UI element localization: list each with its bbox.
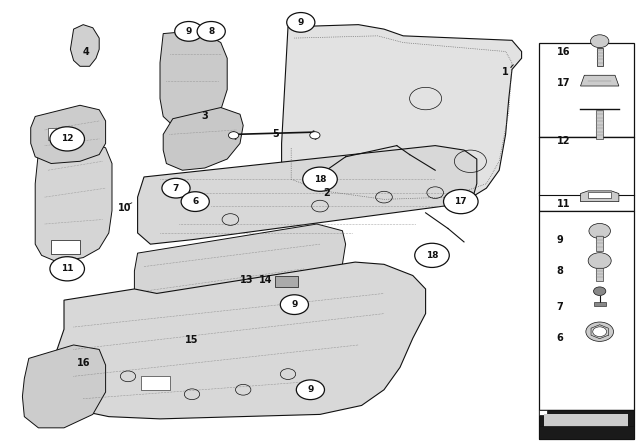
Text: 15: 15 xyxy=(185,336,199,345)
Polygon shape xyxy=(134,224,346,314)
Text: 7: 7 xyxy=(557,302,564,312)
Text: 8: 8 xyxy=(208,27,214,36)
Text: 12: 12 xyxy=(61,134,74,143)
Polygon shape xyxy=(163,108,243,170)
Bar xyxy=(596,237,603,251)
Bar xyxy=(588,192,611,198)
Text: 7: 7 xyxy=(173,184,179,193)
Circle shape xyxy=(162,178,190,198)
Bar xyxy=(544,414,628,435)
Circle shape xyxy=(593,327,607,336)
Text: 11: 11 xyxy=(557,199,570,209)
Text: 6: 6 xyxy=(192,197,198,206)
Polygon shape xyxy=(31,105,106,164)
Polygon shape xyxy=(35,141,112,262)
Text: 9: 9 xyxy=(291,300,298,309)
Bar xyxy=(539,43,634,137)
Text: 3: 3 xyxy=(202,112,208,121)
Bar xyxy=(596,47,603,66)
Circle shape xyxy=(593,287,606,296)
Polygon shape xyxy=(580,191,619,202)
Circle shape xyxy=(50,257,84,281)
Text: 2: 2 xyxy=(323,188,330,198)
Circle shape xyxy=(588,253,611,269)
Text: 4: 4 xyxy=(83,47,90,56)
Text: 10: 10 xyxy=(118,203,132,213)
Circle shape xyxy=(444,190,478,214)
Polygon shape xyxy=(138,146,477,244)
Bar xyxy=(596,110,603,139)
Text: 9: 9 xyxy=(557,235,564,245)
Text: 9: 9 xyxy=(186,27,192,36)
Circle shape xyxy=(586,322,614,341)
Text: 18: 18 xyxy=(314,175,326,184)
Bar xyxy=(539,426,634,439)
Circle shape xyxy=(181,192,209,211)
Text: 18: 18 xyxy=(426,251,438,260)
Circle shape xyxy=(296,380,324,400)
Circle shape xyxy=(50,127,84,151)
Bar xyxy=(539,137,634,211)
Bar xyxy=(539,211,634,410)
Circle shape xyxy=(589,224,611,238)
Text: 16: 16 xyxy=(557,47,570,56)
Text: 5: 5 xyxy=(272,129,278,139)
Circle shape xyxy=(287,13,315,32)
Text: 9: 9 xyxy=(307,385,314,394)
Bar xyxy=(275,276,298,287)
Polygon shape xyxy=(160,31,227,128)
Text: 17: 17 xyxy=(454,197,467,206)
Text: 12: 12 xyxy=(557,136,570,146)
Bar xyxy=(596,268,603,281)
Bar xyxy=(593,302,606,306)
Circle shape xyxy=(303,167,337,191)
Circle shape xyxy=(310,132,320,139)
Polygon shape xyxy=(539,410,547,415)
Bar xyxy=(51,240,80,254)
Text: 13: 13 xyxy=(239,275,253,285)
Circle shape xyxy=(280,295,308,314)
Polygon shape xyxy=(70,25,99,66)
Circle shape xyxy=(197,22,225,41)
Polygon shape xyxy=(580,75,619,86)
Text: 17: 17 xyxy=(557,78,570,88)
Circle shape xyxy=(591,35,609,47)
Text: 11: 11 xyxy=(61,264,74,273)
Text: 9: 9 xyxy=(298,18,304,27)
Text: 6: 6 xyxy=(557,333,564,343)
Text: 8: 8 xyxy=(557,266,564,276)
Circle shape xyxy=(228,132,239,139)
Circle shape xyxy=(175,22,203,41)
Text: 1: 1 xyxy=(502,67,509,77)
Polygon shape xyxy=(22,345,106,428)
Polygon shape xyxy=(282,25,522,206)
Bar xyxy=(539,410,634,439)
Circle shape xyxy=(415,243,449,267)
Bar xyxy=(48,128,74,140)
Polygon shape xyxy=(56,262,426,419)
Text: 14: 14 xyxy=(259,275,273,285)
Text: 16: 16 xyxy=(76,358,90,368)
Bar xyxy=(141,376,170,390)
